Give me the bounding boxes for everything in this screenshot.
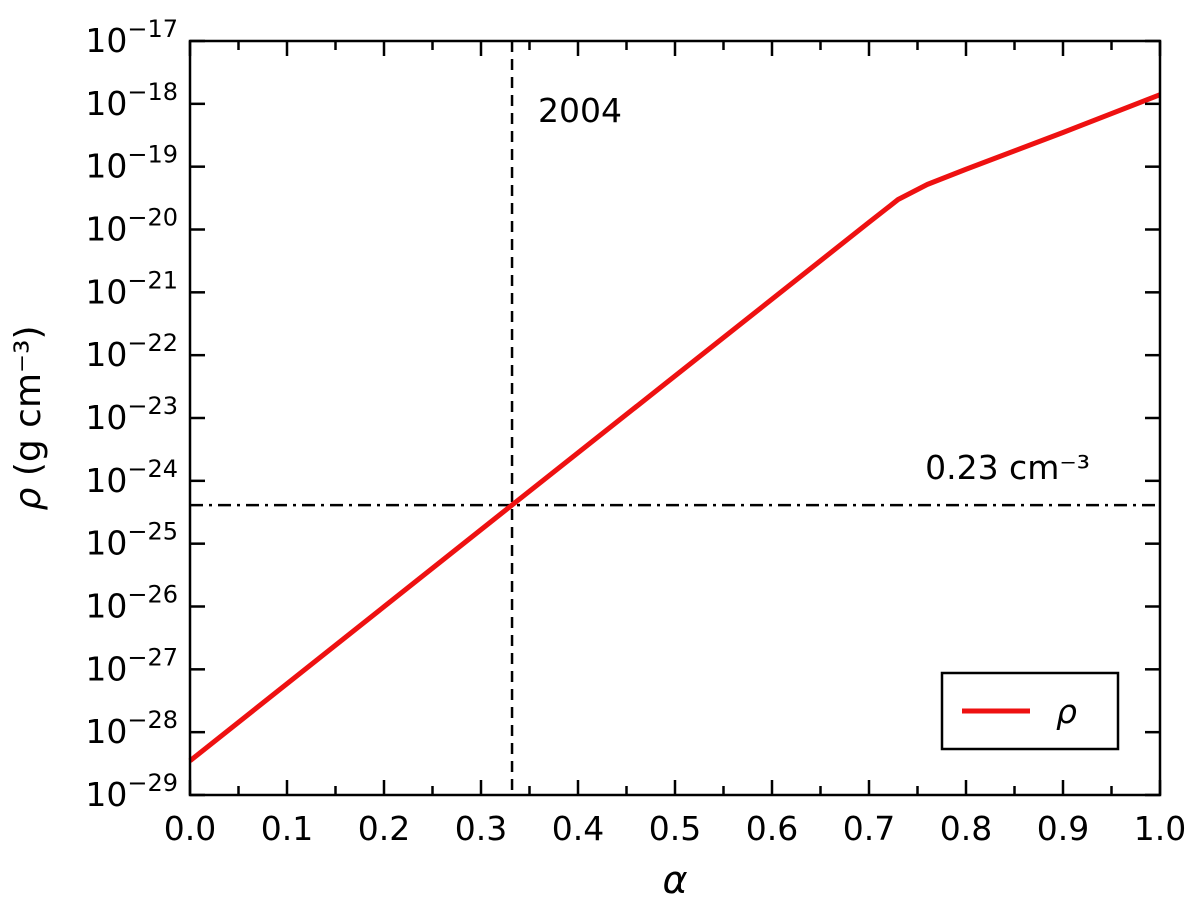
- hline-annotation-label: 0.23 cm⁻³: [925, 448, 1090, 487]
- y-tick-label: 10−21: [85, 266, 178, 311]
- y-tick-label: 10−27: [85, 643, 178, 688]
- y-tick-label: 10−28: [85, 706, 178, 751]
- x-tick-label: 0.0: [164, 809, 216, 848]
- y-axis-label: ρ (g cm⁻³): [8, 326, 49, 511]
- x-tick-label: 0.3: [455, 809, 507, 848]
- legend-entry-label: ρ: [1056, 692, 1077, 731]
- x-axis-label: α: [662, 858, 687, 902]
- y-tick-label: 10−20: [85, 204, 178, 249]
- vline-annotation-label: 2004: [538, 91, 622, 130]
- x-tick-label: 0.5: [649, 809, 701, 848]
- x-tick-label: 1.0: [1134, 809, 1186, 848]
- y-tick-label: 10−22: [85, 329, 178, 374]
- x-tick-label: 0.7: [843, 809, 895, 848]
- y-tick-label: 10−19: [85, 141, 178, 186]
- y-tick-label: 10−24: [85, 455, 178, 500]
- y-tick-label: 10−26: [85, 581, 178, 626]
- y-tick-label: 10−29: [85, 769, 178, 814]
- y-tick-label: 10−17: [85, 15, 178, 60]
- x-tick-label: 0.2: [358, 809, 410, 848]
- y-tick-label: 10−25: [85, 518, 178, 563]
- series-line-ρ: [188, 92, 1161, 763]
- x-tick-label: 0.9: [1037, 809, 1089, 848]
- x-tick-label: 0.8: [940, 809, 992, 848]
- y-tick-label: 10−23: [85, 392, 178, 437]
- x-tick-label: 0.1: [261, 809, 313, 848]
- x-tick-label: 0.6: [746, 809, 798, 848]
- y-tick-label: 10−18: [85, 78, 178, 123]
- x-tick-label: 0.4: [552, 809, 604, 848]
